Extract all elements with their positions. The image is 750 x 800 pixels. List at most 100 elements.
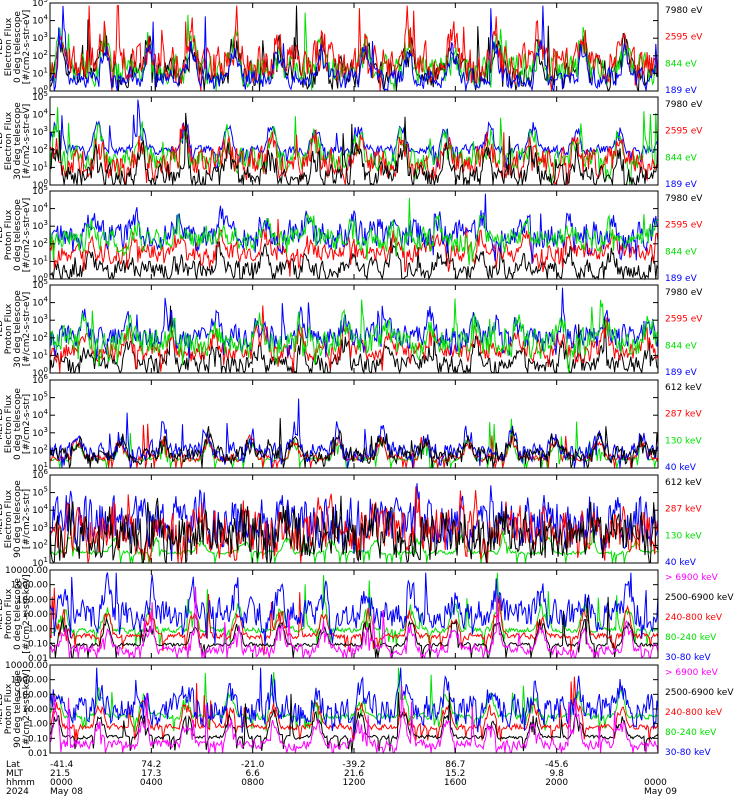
x-tick-label: 21.6 xyxy=(344,769,364,779)
y-tick-label: 102 xyxy=(32,538,48,551)
y-tick-label: 105 xyxy=(32,486,48,499)
panel-7: 0.01 0.10 1.00 10.00 100.00 1000.00 10000.00ME… xyxy=(0,566,734,664)
legend-entry: 2500-6900 keV xyxy=(665,593,734,603)
x-tick-label: 9.8 xyxy=(550,769,565,779)
x-tick-label: -41.4 xyxy=(50,760,74,770)
y-tick-label: 101 xyxy=(32,254,48,267)
series-line-green xyxy=(49,197,659,266)
y-axis-label: TEDProton Flux30 deg telescope[#/cm2-s-s… xyxy=(0,290,32,368)
y-tick-label: 106 xyxy=(32,468,48,481)
x-tick-label: 1200 xyxy=(343,778,366,788)
legend-entry: 80-240 keV xyxy=(665,633,717,643)
y-tick-label: 104 xyxy=(32,408,48,421)
legend-entry: 7980 eV xyxy=(665,288,703,298)
y-tick-label: 1000.00 xyxy=(11,676,48,686)
y-tick-label: 104 xyxy=(32,296,48,309)
series-line-blue xyxy=(49,572,659,646)
legend-entry: 2595 eV xyxy=(665,221,703,231)
y-tick-label: 103 xyxy=(32,426,48,439)
legend-entry: 287 keV xyxy=(665,505,702,515)
y-tick-label: 100 xyxy=(32,178,48,191)
legend-entry: 130 keV xyxy=(665,531,702,541)
y-tick-label: 10000.00 xyxy=(5,661,48,671)
legend-entry: 240-800 keV xyxy=(665,708,723,718)
series-line-green xyxy=(49,298,659,373)
x-tick-label: 0000 xyxy=(50,778,73,788)
series-line-green xyxy=(49,107,659,185)
legend-entry: 30-80 keV xyxy=(665,748,711,758)
series-line-black xyxy=(49,418,659,469)
x-tick-label: -39.2 xyxy=(342,760,365,770)
x-tick-label: 1600 xyxy=(444,778,467,788)
y-tick-label: 101 xyxy=(32,556,48,569)
y-tick-label: 100 xyxy=(32,366,48,379)
y-tick-label: 101 xyxy=(32,461,48,474)
legend-entry: 189 eV xyxy=(665,368,698,378)
y-tick-label: 104 xyxy=(32,202,48,215)
y-tick-label: 103 xyxy=(32,125,48,138)
x-row-label: MLT xyxy=(6,769,24,779)
y-axis-label: TEDElectron Flux30 deg telescope[#/cm2-s… xyxy=(0,102,32,180)
legend-entry: 189 eV xyxy=(665,86,698,96)
x-tick-label: 17.3 xyxy=(141,769,161,779)
y-tick-label: 104 xyxy=(32,108,48,121)
x-tick-label: 6.6 xyxy=(246,769,261,779)
legend-entry: 2595 eV xyxy=(665,33,703,43)
y-tick-label: 100.00 xyxy=(17,690,49,700)
x-tick-label: 0000 xyxy=(644,778,667,788)
legend-entry: 2595 eV xyxy=(665,127,703,137)
y-axis-label: MEPEDElectron Flux90 deg telescope[#/cm2… xyxy=(0,480,32,558)
y-tick-label: 1.00 xyxy=(28,720,48,730)
y-tick-label: 102 xyxy=(32,49,48,62)
legend-entry: > 6900 keV xyxy=(665,573,719,583)
y-tick-label: 103 xyxy=(32,219,48,232)
legend-entry: 80-240 keV xyxy=(665,728,717,738)
legend-entry: 189 eV xyxy=(665,180,698,190)
legend-entry: 30-80 keV xyxy=(665,653,711,663)
y-tick-label: 100 xyxy=(32,272,48,285)
legend-entry: 2595 eV xyxy=(665,315,703,325)
x-tick-label: 0800 xyxy=(241,778,264,788)
x-tick-label: 0400 xyxy=(140,778,163,788)
y-tick-label: 103 xyxy=(32,521,48,534)
y-tick-label: 102 xyxy=(32,331,48,344)
legend-entry: 189 eV xyxy=(665,274,698,284)
y-tick-label: 100 xyxy=(32,84,48,97)
x-tick-label: -21.0 xyxy=(241,760,265,770)
x-tick-label: 2000 xyxy=(545,778,568,788)
legend-entry: 844 eV xyxy=(665,247,698,257)
y-tick-label: 102 xyxy=(32,443,48,456)
y-tick-label: 1000.00 xyxy=(11,581,48,591)
y-tick-label: 101 xyxy=(32,348,48,361)
legend-entry: 844 eV xyxy=(665,153,698,163)
y-tick-label: 100.00 xyxy=(17,595,49,605)
y-tick-label: 10000.00 xyxy=(5,566,48,576)
legend-entry: 7980 eV xyxy=(665,194,703,204)
x-tick-label: 15.2 xyxy=(445,769,465,779)
x-row-label: Lat xyxy=(6,760,21,770)
series-line-blue xyxy=(49,483,659,562)
series-line-green xyxy=(49,667,659,732)
y-tick-label: 101 xyxy=(32,66,48,79)
y-tick-label: 0.01 xyxy=(28,749,48,759)
y-tick-label: 10.00 xyxy=(22,610,48,620)
y-tick-label: 103 xyxy=(32,31,48,44)
y-axis-label: MEPEDProton Flux90 deg telescope[#/cm2-s… xyxy=(0,669,32,748)
y-tick-label: 105 xyxy=(32,278,48,291)
y-axis-label: MEPEDProton Flux0 deg telescope[#/cm2-s-… xyxy=(0,574,32,653)
x-tick-label: 74.2 xyxy=(141,760,161,770)
x-tick-label: 86.7 xyxy=(445,760,465,770)
legend-entry: 287 keV xyxy=(665,410,702,420)
y-tick-label: 0.01 xyxy=(28,654,48,664)
x-tick-label: -45.6 xyxy=(545,760,569,770)
y-tick-label: 0.10 xyxy=(28,734,48,744)
series-line-black xyxy=(49,112,659,187)
y-tick-label: 105 xyxy=(32,0,48,9)
panel-8: 0.01 0.10 1.00 10.00 100.00 1000.00 10000.00ME… xyxy=(0,661,734,759)
legend-entry: 40 keV xyxy=(665,558,697,568)
